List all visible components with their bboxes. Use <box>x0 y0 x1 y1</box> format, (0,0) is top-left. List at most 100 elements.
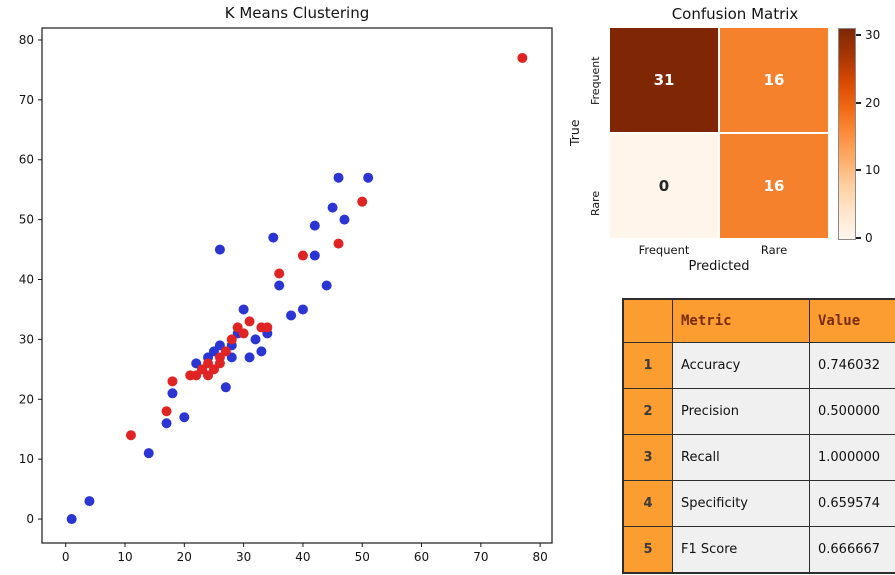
scatter-point-cluster_blue <box>339 214 350 225</box>
row-index-cell: 4 <box>622 480 673 527</box>
colorbar-tick-label: 0 <box>865 231 873 245</box>
scatter-point-cluster_blue <box>309 250 320 261</box>
scatter-point-cluster_blue <box>84 496 95 507</box>
metric-name-cell: Recall <box>672 434 810 481</box>
scatter-point-cluster_red <box>238 328 249 339</box>
scatter-point-cluster_blue <box>333 172 344 183</box>
cm-cell-fn: 16 <box>720 28 828 132</box>
colorbar <box>838 28 856 240</box>
y-tick-label: 80 <box>19 33 34 47</box>
metric-value-cell: 0.500000 <box>809 388 895 435</box>
x-tick-label: 10 <box>117 550 132 564</box>
scatter-point-cluster_blue <box>179 412 190 423</box>
scatter-point-cluster_red <box>167 376 178 387</box>
metric-value-cell: 0.746032 <box>809 342 895 389</box>
scatter-point-cluster_red <box>517 52 528 63</box>
table-row: 1 Accuracy 0.746032 <box>622 342 895 389</box>
row-index-cell: 5 <box>622 526 673 574</box>
y-tick-label: 50 <box>19 213 34 227</box>
table-corner-cell <box>622 298 673 343</box>
scatter-point-cluster_blue <box>327 202 338 213</box>
scatter-point-cluster_red <box>297 250 308 261</box>
scatter-point-cluster_blue <box>143 448 154 459</box>
metrics-table: Metric Value 1 Accuracy 0.746032 2 Precision… <box>622 298 895 574</box>
colorbar-tick-label: 10 <box>865 163 881 178</box>
row-index-cell: 1 <box>622 342 673 389</box>
scatter-point-cluster_blue <box>297 304 308 315</box>
scatter-point-cluster_blue <box>309 220 320 231</box>
metric-value-cell: 1.000000 <box>809 434 895 481</box>
colorbar-tick-mark <box>856 169 861 172</box>
scatter-point-cluster_blue <box>268 232 279 243</box>
colorbar-tick-mark <box>856 101 861 104</box>
y-tick-label: 10 <box>19 452 34 466</box>
scatter-point-cluster_blue <box>274 280 285 291</box>
cm-cell-tn: 16 <box>720 134 828 238</box>
scatter-point-cluster_blue <box>286 310 297 321</box>
scatter-point-cluster_blue <box>220 382 231 393</box>
scatter-point-cluster_red <box>220 346 231 357</box>
value-column-header: Value <box>809 298 895 343</box>
scatter-point-cluster_red <box>357 196 368 207</box>
x-tick-label: 30 <box>236 550 251 564</box>
scatter-point-cluster_red <box>226 334 237 345</box>
cm-xtick-rare: Rare <box>760 243 788 257</box>
x-tick-label: 60 <box>414 550 429 564</box>
table-row: 2 Precision 0.500000 <box>622 388 895 435</box>
metric-name-cell: Accuracy <box>672 342 810 389</box>
colorbar-tick-label: 20 <box>865 95 881 110</box>
cm-y-axis-label: True <box>567 119 582 147</box>
scatter-point-cluster_blue <box>161 418 172 429</box>
confusion-matrix-panel: Confusion Matrix True Frequent Rare 31 1… <box>565 0 895 292</box>
scatter-title: K Means Clustering <box>224 4 370 22</box>
x-tick-label: 80 <box>532 550 547 564</box>
y-tick-label: 70 <box>19 93 34 107</box>
metric-name-cell: Precision <box>672 388 810 435</box>
cm-cell-tp: 31 <box>610 28 718 132</box>
row-index-cell: 3 <box>622 434 673 481</box>
scatter-point-cluster_red <box>125 430 136 441</box>
confusion-matrix-heatmap: 31 16 0 16 <box>610 28 828 238</box>
x-tick-label: 50 <box>355 550 370 564</box>
scatter-point-cluster_red <box>274 268 285 279</box>
table-row: 3 Recall 1.000000 <box>622 434 895 481</box>
scatter-point-cluster_blue <box>363 172 374 183</box>
scatter-plot: 0 10 20 30 40 50 60 70 80 0 10 20 30 40 50 60 70 80 <box>19 27 553 564</box>
cm-cell-fp: 0 <box>610 134 718 238</box>
metrics-table-panel: Metric Value 1 Accuracy 0.746032 2 Precision… <box>622 298 895 574</box>
y-tick-label: 20 <box>19 392 34 406</box>
cm-x-axis-label: Predicted <box>688 259 750 274</box>
cm-xtick-frequent: Frequent <box>638 243 690 257</box>
plot-frame <box>41 27 553 544</box>
scatter-point-cluster_blue <box>256 346 267 357</box>
scatter-point-cluster_blue <box>214 244 225 255</box>
row-index-cell: 2 <box>622 388 673 435</box>
y-tick-label: 0 <box>26 512 34 526</box>
scatter-point-cluster_red <box>244 316 255 327</box>
colorbar-tick-mark <box>856 33 861 36</box>
colorbar-tick-mark <box>856 237 861 239</box>
scatter-point-cluster_red <box>333 238 344 249</box>
table-row: 4 Specificity 0.659574 <box>622 480 895 527</box>
cm-ytick-frequent: Frequent <box>589 56 602 106</box>
metric-name-cell: F1 Score <box>672 526 810 574</box>
x-tick-label: 40 <box>295 550 310 564</box>
scatter-point-cluster_red <box>161 406 172 417</box>
scatter-point-cluster_blue <box>244 352 255 363</box>
scatter-point-cluster_blue <box>238 304 249 315</box>
scatter-point-cluster_red <box>262 322 273 333</box>
scatter-point-cluster_blue <box>321 280 332 291</box>
y-tick-label: 60 <box>19 153 34 167</box>
scatter-point-cluster_blue <box>66 514 77 525</box>
kmeans-scatter-panel: K Means Clustering 0 10 20 30 40 50 60 70 80 0 10 2… <box>19 4 553 564</box>
cm-ytick-rare: Rare <box>589 190 602 216</box>
metric-name-cell: Specificity <box>672 480 810 527</box>
table-header-row: Metric Value <box>622 298 895 343</box>
confusion-matrix-title: Confusion Matrix <box>671 5 799 23</box>
colorbar-tick-label: 30 <box>865 27 881 42</box>
scatter-point-cluster_blue <box>167 388 178 399</box>
y-tick-label: 30 <box>19 332 34 346</box>
x-tick-label: 20 <box>177 550 192 564</box>
x-tick-label: 70 <box>473 550 488 564</box>
